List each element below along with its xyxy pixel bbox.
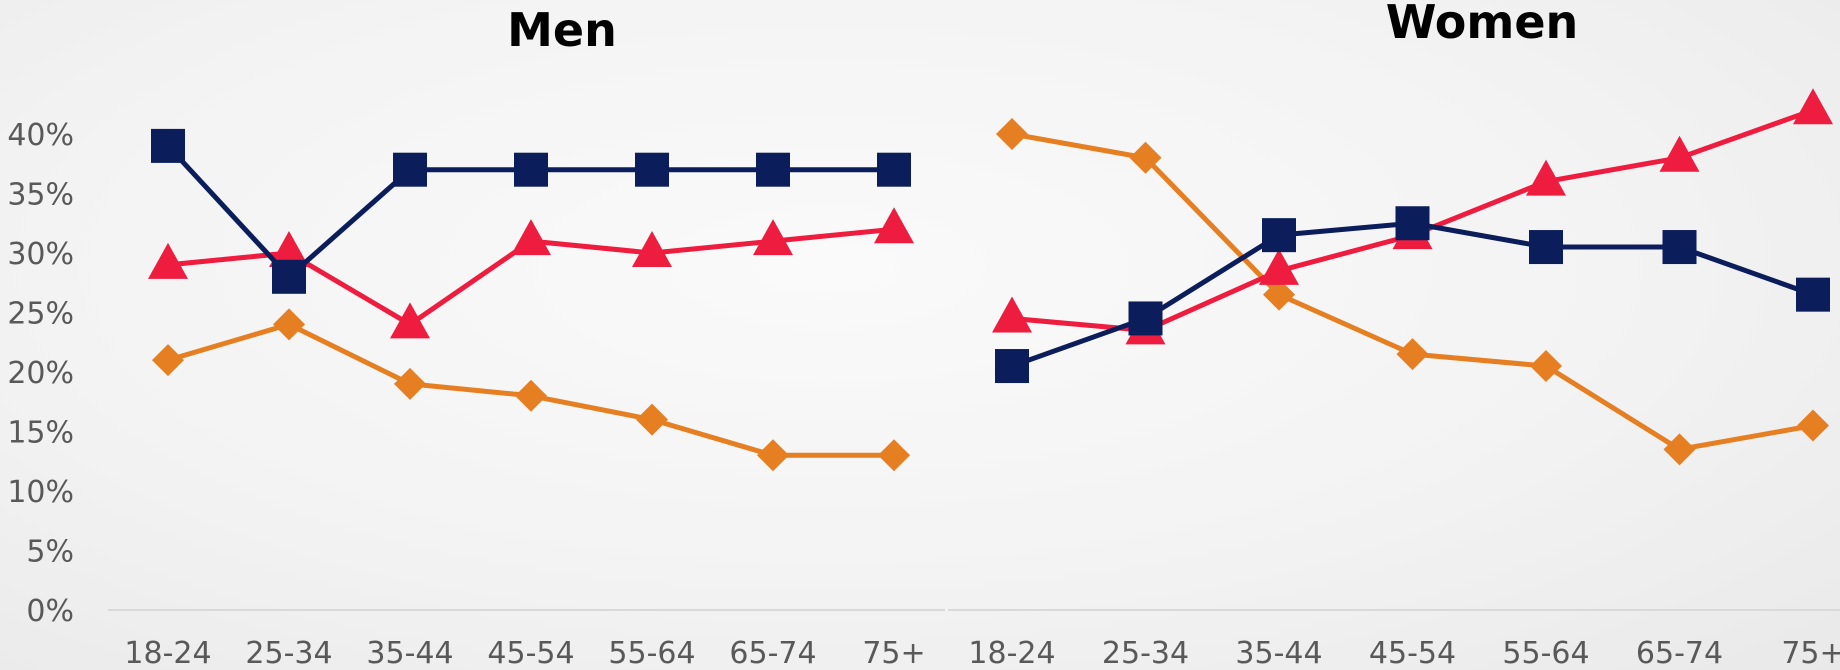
square-series-marker <box>1529 230 1563 265</box>
square-series-marker <box>151 128 185 163</box>
x-tick-label: 35-44 <box>1235 636 1322 670</box>
x-tick-label: 75+ <box>862 636 925 670</box>
triangle-series-marker <box>874 207 914 244</box>
x-tick-label: 65-74 <box>1636 636 1723 670</box>
diamond-series-marker <box>878 439 910 472</box>
y-tick-label: 15% <box>7 416 74 451</box>
x-tick-label: 25-34 <box>1102 636 1189 670</box>
diamond-series-marker <box>636 403 668 436</box>
diamond-series-marker <box>273 308 305 341</box>
diamond-series-marker <box>1263 278 1295 311</box>
x-tick-label: 18-24 <box>968 636 1055 670</box>
x-tick-label: 35-44 <box>366 636 453 670</box>
square-series-marker <box>1128 301 1163 336</box>
y-tick-label: 20% <box>7 356 74 391</box>
triangle-series-marker <box>1793 88 1833 125</box>
diamond-series-marker <box>757 439 789 472</box>
panel-title-men: Men <box>507 3 617 57</box>
y-tick-label: 40% <box>7 118 74 153</box>
diamond-series-marker <box>1530 350 1562 383</box>
x-tick-label: 45-54 <box>487 636 574 670</box>
triangle-series-marker <box>1659 135 1700 172</box>
square-series-marker <box>1262 218 1296 253</box>
x-tick-label: 55-64 <box>1502 636 1589 670</box>
panel-men: Men 18-24 25-34 35-44 45-54 55-64 65-74 75+ <box>108 3 945 670</box>
y-tick-label: 25% <box>7 297 74 332</box>
triangle-series-marker <box>1259 248 1299 285</box>
y-tick-label: 35% <box>7 178 74 213</box>
series-layer-women <box>992 88 1833 466</box>
square-series-marker <box>1395 206 1430 241</box>
y-tick-label: 10% <box>7 475 74 510</box>
diamond-series-marker <box>1797 409 1829 442</box>
triangle-series-marker <box>992 296 1032 333</box>
square-series-marker <box>514 152 548 187</box>
x-tick-label: 75+ <box>1781 636 1840 670</box>
y-tick-label: 0% <box>26 594 74 629</box>
x-ticks-women: 18-24 25-34 35-44 45-54 55-64 65-74 75+ <box>968 636 1840 670</box>
diamond-series-marker <box>996 118 1028 150</box>
triangle-series-marker <box>511 219 551 256</box>
diamond-series-marker <box>1129 141 1162 174</box>
x-tick-label: 65-74 <box>729 636 816 670</box>
x-tick-label: 25-34 <box>245 636 332 670</box>
triangle-series-marker <box>269 231 309 267</box>
triangle-series-marker <box>753 219 793 256</box>
triangle-series-marker <box>632 231 672 267</box>
square-series-marker <box>995 349 1029 384</box>
square-series-marker <box>756 152 790 187</box>
y-tick-label: 30% <box>7 237 74 272</box>
triangle-series-marker <box>148 242 188 279</box>
square-series-marker <box>1662 230 1697 265</box>
x-ticks-men: 18-24 25-34 35-44 45-54 55-64 65-74 75+ <box>124 636 925 670</box>
x-tick-label: 45-54 <box>1369 636 1456 670</box>
square-series-marker <box>393 152 427 187</box>
panel-women: Women 18-24 25-34 35-44 45-54 55-64 65-74 75+ <box>948 0 1840 670</box>
triangle-series-marker <box>1526 159 1566 196</box>
x-tick-label: 18-24 <box>124 636 211 670</box>
square-series-marker <box>635 152 669 187</box>
square-series-marker <box>877 152 911 187</box>
diamond-series-marker <box>1663 433 1696 466</box>
triangle-series-marker <box>390 302 430 339</box>
y-tick-label: 5% <box>26 535 74 570</box>
square-series-marker <box>272 259 306 294</box>
diamond-series-marker <box>394 367 426 400</box>
diamond-series-marker <box>152 344 184 377</box>
diamond-series-marker <box>515 379 547 412</box>
square-series-marker <box>1796 277 1830 312</box>
series-layer-men <box>148 128 914 472</box>
diamond-series-marker <box>1396 338 1429 371</box>
y-axis: 0% 5% 10% 15% 20% 25% 30% 35% 40% <box>7 118 74 629</box>
panel-title-women: Women <box>1386 0 1579 49</box>
diamond-series-line <box>1011 131 1814 452</box>
x-tick-label: 55-64 <box>608 636 695 670</box>
